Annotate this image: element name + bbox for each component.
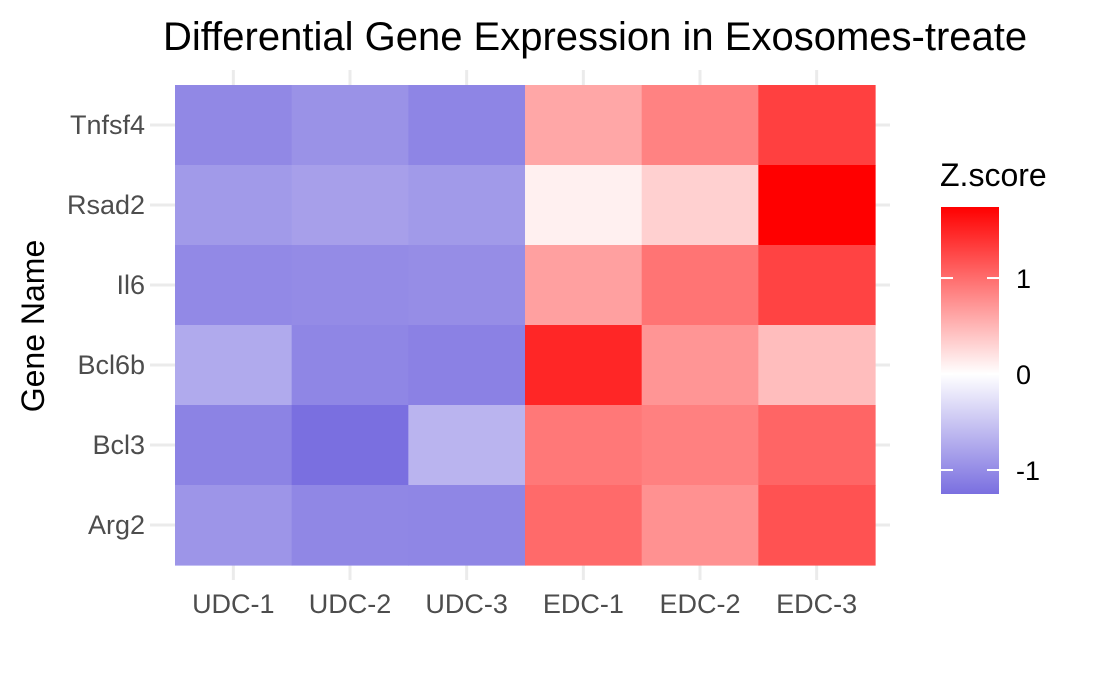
heatmap-cell [175,165,293,246]
heatmap-cell [175,85,293,166]
heatmap-cell [525,85,643,166]
heatmap-cell [758,485,876,566]
heatmap-cell [525,325,643,406]
heatmap-cell [525,405,643,486]
x-tick-label: UDC-2 [309,589,392,619]
heatmap-cell [758,165,876,246]
heatmap-cell [408,325,526,406]
heatmap-cell [291,85,409,166]
legend-tick-label: -1 [1016,456,1040,486]
heatmap-cell [291,325,409,406]
heatmap-cell [641,325,759,406]
heatmap-cell [291,485,409,566]
y-tick-label: Arg2 [88,510,145,540]
x-tick-label: EDC-2 [660,589,741,619]
heatmap-cell [525,165,643,246]
color-legend: Z.score -1 0 1 [940,157,1047,494]
legend-color-bar [941,207,999,494]
y-tick-label: Tnfsf4 [70,110,145,140]
heatmap-cell [408,85,526,166]
heatmap-cell [175,405,293,486]
y-axis-label: Gene Name [15,240,51,413]
x-tick-label: EDC-1 [543,589,624,619]
x-tick-label: UDC-1 [192,589,275,619]
y-tick-label: Bcl6b [77,350,145,380]
heatmap-cell [291,245,409,326]
legend-title: Z.score [940,157,1047,193]
heatmap-cell [641,485,759,566]
heatmap-cell [408,405,526,486]
heatmap-cell [175,485,293,566]
heatmap-cell [641,245,759,326]
heatmap-cell [408,165,526,246]
legend-ticks: -1 0 1 [941,264,1040,486]
x-tick-label: EDC-3 [776,589,857,619]
heatmap-cell [408,245,526,326]
heatmap-cell [408,485,526,566]
heatmap-cell [641,165,759,246]
heatmap-cell [175,245,293,326]
legend-tick-label: 0 [1016,360,1031,390]
heatmap-cell [758,245,876,326]
heatmap-cell [758,405,876,486]
y-tick-label: Il6 [116,270,145,300]
legend-tick-label: 1 [1016,264,1031,294]
heatmap-cell [641,405,759,486]
x-tick-label: UDC-3 [425,589,508,619]
axis-ticks: UDC-1 UDC-2 UDC-3 EDC-1 EDC-2 EDC-3 Tnfsf4 Rsad… [67,110,857,619]
heatmap-cell [758,85,876,166]
heatmap-cell [291,405,409,486]
heatmap-cell [525,245,643,326]
heatmap-cell [525,485,643,566]
y-tick-label: Rsad2 [67,190,145,220]
heatmap-cell [641,85,759,166]
heatmap-cell [175,325,293,406]
heatmap-cell [291,165,409,246]
heatmap-cells [175,85,876,566]
heatmap-cell [758,325,876,406]
y-tick-label: Bcl3 [92,430,145,460]
chart-title: Differential Gene Expression in Exosomes… [163,15,1027,59]
